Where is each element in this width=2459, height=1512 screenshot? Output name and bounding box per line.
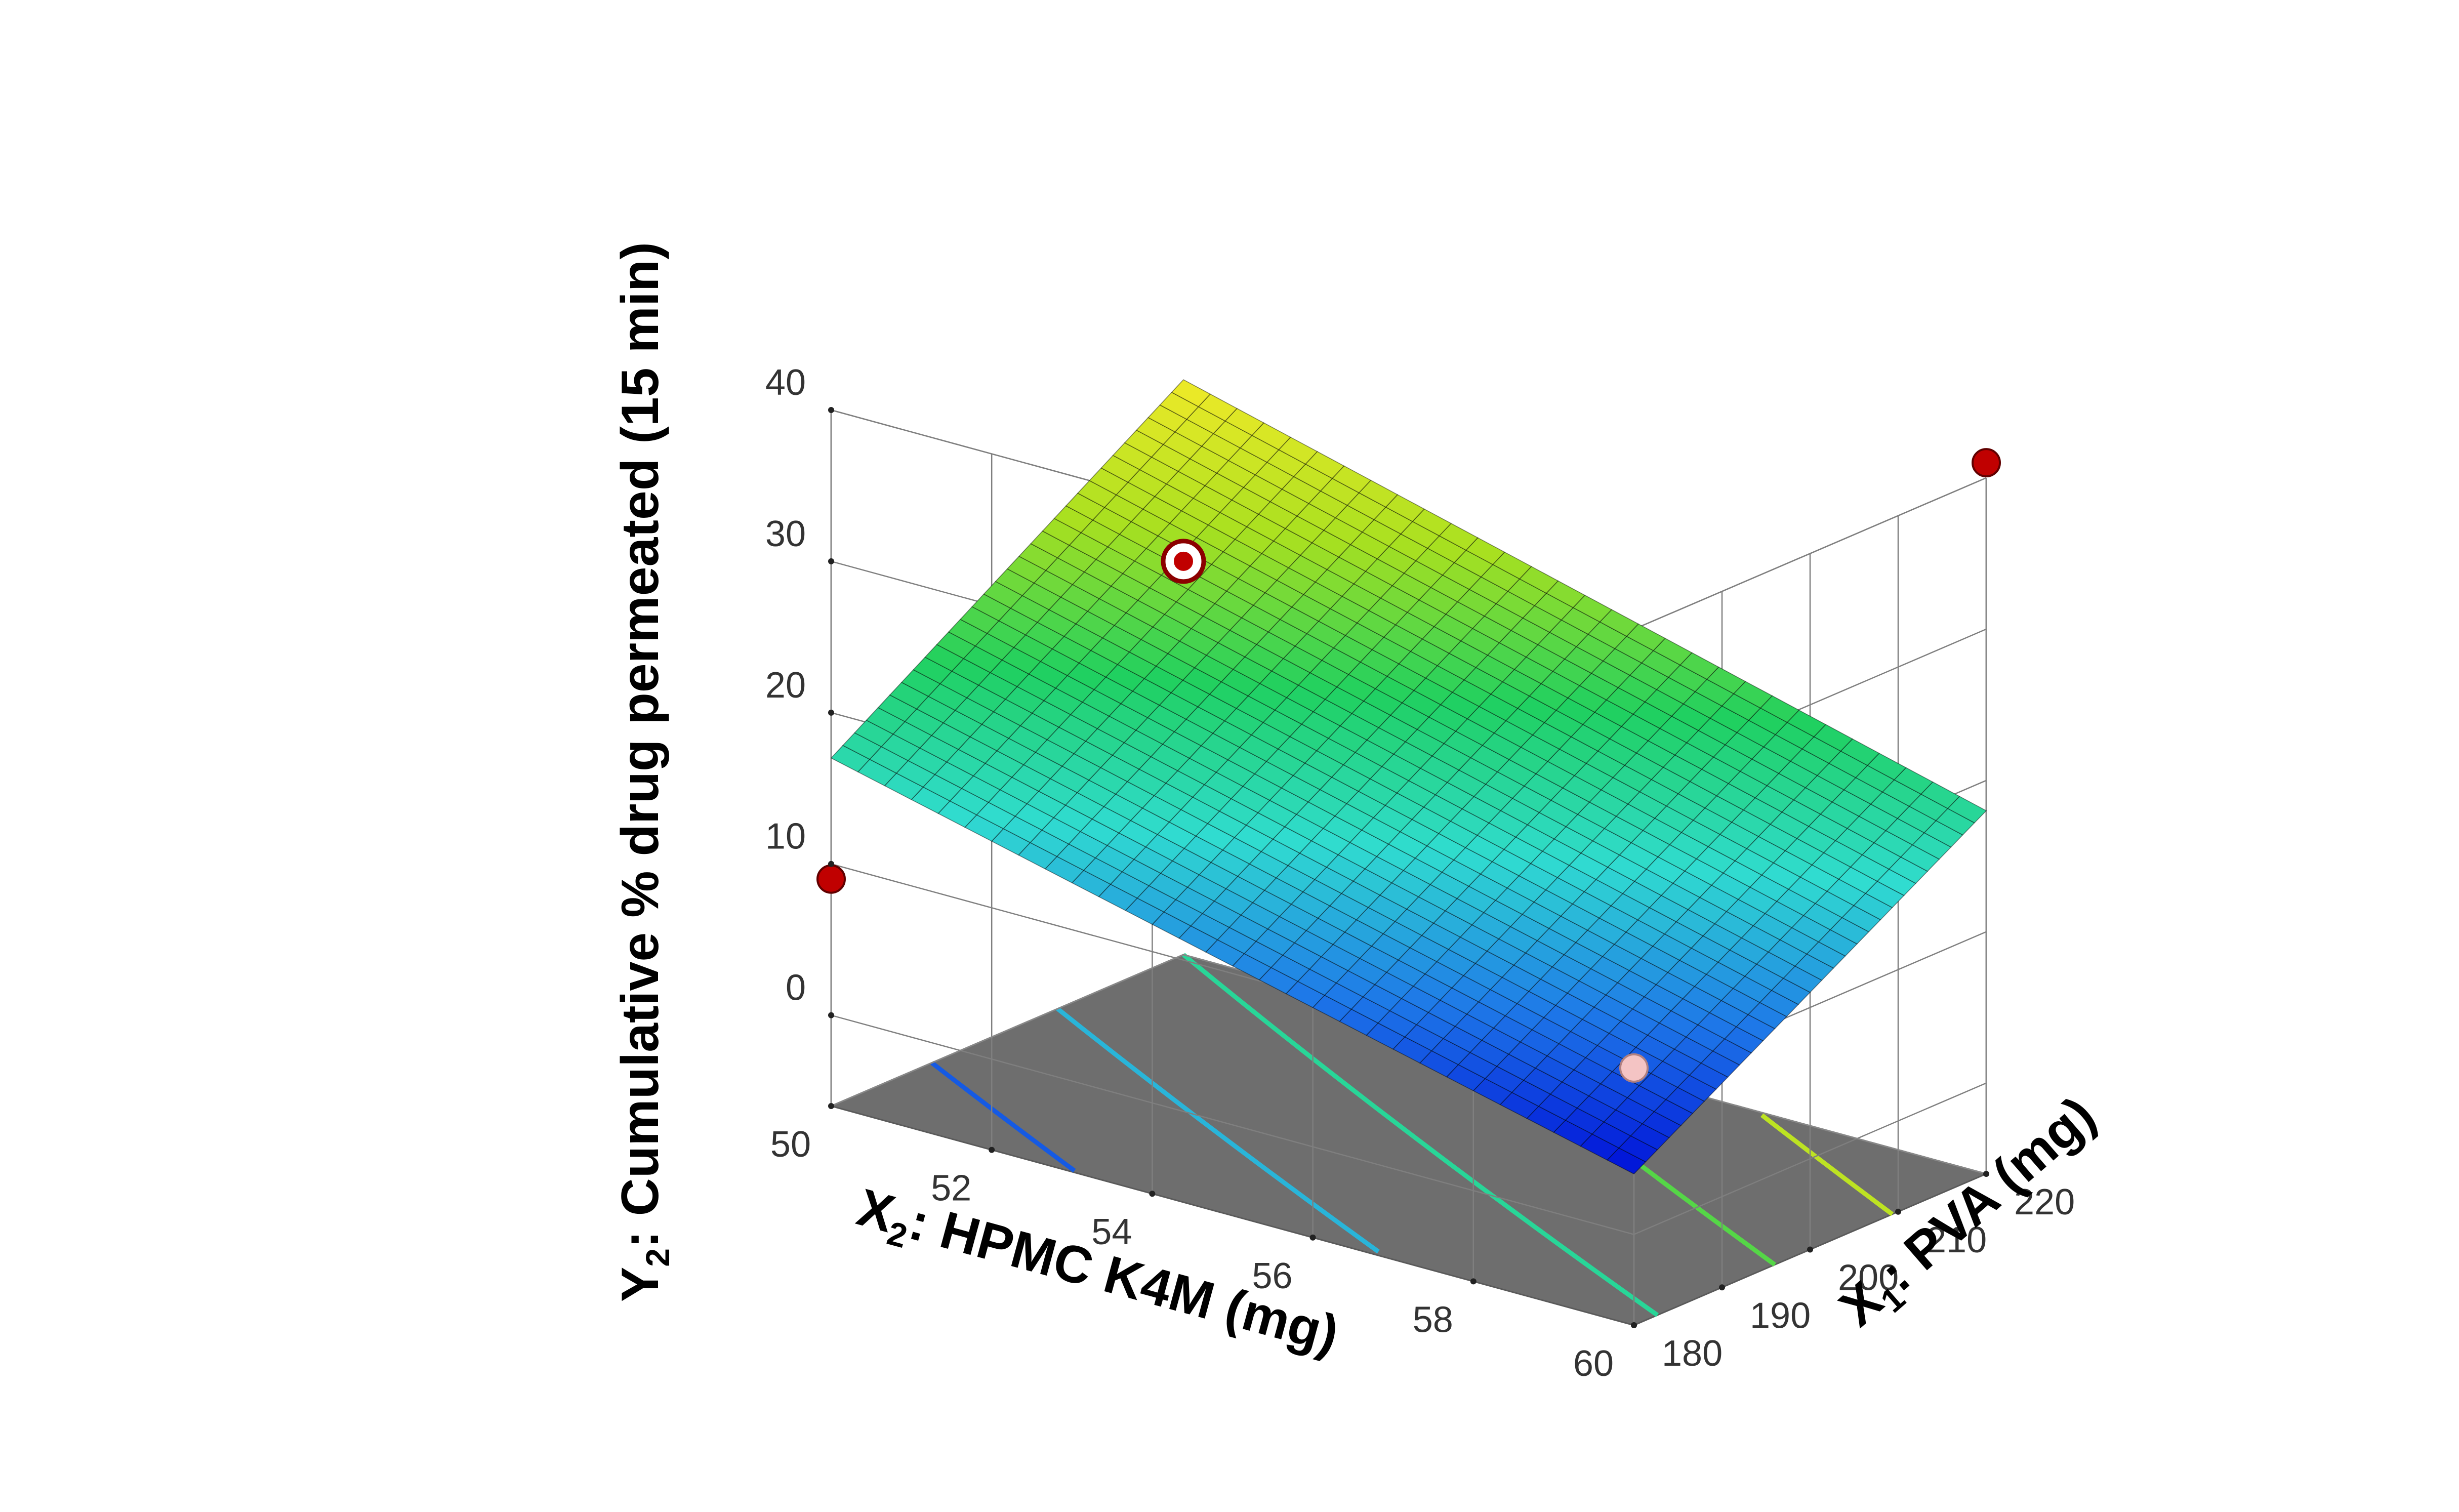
z-tick-label: 40: [765, 362, 806, 403]
z-tick-label: 20: [765, 665, 806, 706]
x1-tick-label: 190: [1750, 1295, 1811, 1336]
tick-mark: [1149, 1191, 1156, 1197]
x2-tick-label: 58: [1413, 1299, 1453, 1340]
surface-cell: [1171, 379, 1211, 407]
x1-tick-label: 210: [1926, 1220, 1987, 1260]
x1-tick-label: 180: [1662, 1333, 1723, 1374]
design-point: [1619, 1053, 1649, 1083]
tick-mark: [828, 1103, 834, 1109]
tick-mark: [828, 861, 834, 867]
tick-mark: [828, 709, 834, 716]
tick-mark: [828, 558, 834, 564]
tick-mark: [1719, 1284, 1725, 1291]
tick-mark: [1631, 1322, 1637, 1328]
grid-line: [1633, 477, 1987, 630]
x1-tick-label: 200: [1838, 1258, 1899, 1298]
tick-mark: [828, 1012, 834, 1018]
design-point: [1171, 548, 1196, 574]
response-surface: [830, 379, 1987, 1175]
design-point: [816, 864, 846, 894]
x2-tick-label: 50: [770, 1124, 811, 1165]
z-tick-label: 30: [765, 514, 806, 554]
design-points: [816, 448, 2001, 1083]
axis-line: [831, 954, 1184, 1107]
grid-line: [831, 1014, 1634, 1235]
x2-tick-label: 52: [931, 1168, 971, 1209]
z-tick-label: 0: [786, 968, 806, 1008]
grid-line: [1633, 1082, 1987, 1235]
z-axis-title: Y2: Cumulative % drug permeated (15 min): [611, 242, 676, 1302]
x2-tick-label: 60: [1573, 1343, 1614, 1384]
design-point: [1972, 448, 2001, 478]
tick-labels: 0 10 20 30 40 60 58 56 54 52 50 180 190 200 210 220: [765, 362, 2075, 1384]
tick-mark: [828, 407, 834, 413]
tick-mark: [1309, 1234, 1316, 1241]
tick-mark: [1470, 1278, 1477, 1285]
tick-mark: [1807, 1246, 1813, 1253]
x2-tick-label: 54: [1091, 1212, 1132, 1252]
contour-line: [1182, 953, 1659, 1317]
x2-tick-label: 56: [1252, 1256, 1293, 1296]
tick-mark: [989, 1147, 995, 1153]
tick-mark: [1983, 1171, 1989, 1177]
contour-line: [930, 1061, 1076, 1173]
x1-tick-label: 220: [2014, 1182, 2075, 1222]
tick-mark: [1895, 1208, 1901, 1215]
z-tick-label: 10: [765, 816, 806, 857]
contour-line: [1056, 1007, 1380, 1254]
contour-line: [1760, 1113, 1894, 1216]
